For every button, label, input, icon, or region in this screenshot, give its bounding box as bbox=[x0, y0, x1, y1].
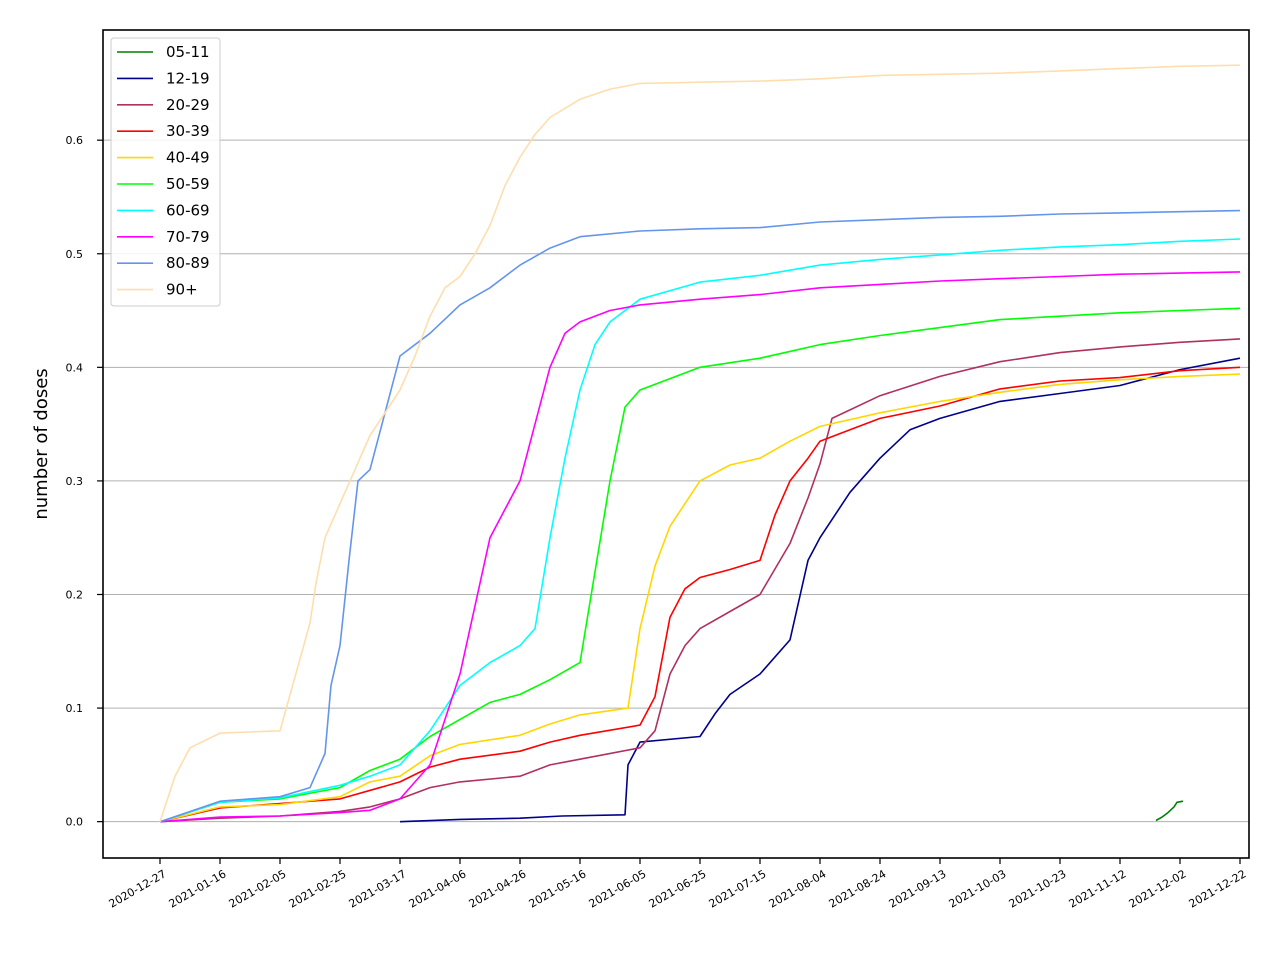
legend-label-50-59: 50-59 bbox=[166, 175, 210, 193]
legend-label-40-49: 40-49 bbox=[166, 149, 210, 167]
series-line-60-69 bbox=[159, 238, 1241, 823]
series-line-30-39 bbox=[159, 366, 1241, 823]
y-tick-label: 0.4 bbox=[66, 361, 84, 374]
legend-label-70-79: 70-79 bbox=[166, 228, 210, 246]
series-line-50-59 bbox=[159, 307, 1241, 823]
legend-label-05-11: 05-11 bbox=[166, 43, 210, 61]
legend-label-30-39: 30-39 bbox=[166, 122, 210, 140]
series-line-40-49 bbox=[159, 373, 1241, 823]
gridlines bbox=[103, 139, 1249, 823]
legend-label-80-89: 80-89 bbox=[166, 254, 210, 272]
y-axis-ticks: 0.0 0.1 0.2 0.3 0.4 0.5 0.6 bbox=[66, 134, 103, 829]
y-axis-label: number of doses bbox=[31, 368, 52, 519]
series-line-80-89 bbox=[159, 209, 1241, 823]
legend-label-20-29: 20-29 bbox=[166, 96, 210, 114]
legend-label-12-19: 12-19 bbox=[166, 69, 210, 87]
plot-frame bbox=[102, 29, 1250, 859]
series-line-20-29 bbox=[159, 338, 1241, 823]
series-lines bbox=[159, 64, 1241, 823]
y-tick-label: 0.1 bbox=[66, 702, 84, 715]
y-tick-label: 0.2 bbox=[66, 588, 84, 601]
legend-label-60-69: 60-69 bbox=[166, 201, 210, 219]
series-line-05-11 bbox=[1155, 800, 1184, 822]
y-tick-label: 0.6 bbox=[66, 134, 84, 147]
series-line-90+ bbox=[159, 64, 1241, 822]
y-tick-label: 0.0 bbox=[66, 816, 84, 829]
y-tick-label: 0.5 bbox=[66, 248, 84, 261]
y-tick-label: 0.3 bbox=[66, 475, 84, 488]
series-line-12-19 bbox=[399, 357, 1241, 823]
legend: 05-11 12-19 20-29 30-39 40-49 50-59 60-69 70-79… bbox=[110, 37, 221, 307]
series-line-70-79 bbox=[159, 271, 1241, 823]
legend-label-90+: 90+ bbox=[166, 281, 198, 299]
